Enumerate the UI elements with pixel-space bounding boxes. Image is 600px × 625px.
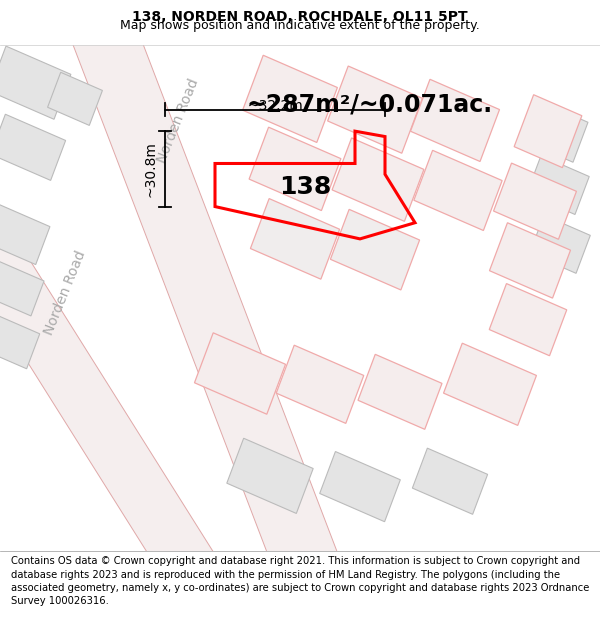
Text: 138, NORDEN ROAD, ROCHDALE, OL11 5PT: 138, NORDEN ROAD, ROCHDALE, OL11 5PT: [132, 10, 468, 24]
Polygon shape: [0, 46, 71, 119]
Polygon shape: [489, 284, 567, 356]
Polygon shape: [320, 451, 400, 522]
Polygon shape: [331, 209, 419, 290]
Text: Norden Road: Norden Road: [155, 76, 202, 164]
Polygon shape: [194, 333, 286, 414]
Text: ~32.2m: ~32.2m: [247, 99, 303, 113]
Polygon shape: [250, 199, 340, 279]
Polygon shape: [410, 79, 500, 161]
Polygon shape: [70, 10, 340, 586]
Polygon shape: [0, 314, 40, 369]
Text: Norden Road: Norden Road: [41, 249, 88, 337]
Text: ~287m²/~0.071ac.: ~287m²/~0.071ac.: [247, 92, 493, 116]
Text: Map shows position and indicative extent of the property.: Map shows position and indicative extent…: [120, 19, 480, 32]
Polygon shape: [530, 215, 590, 273]
Polygon shape: [276, 345, 364, 423]
Polygon shape: [47, 72, 103, 126]
Polygon shape: [227, 438, 313, 514]
Polygon shape: [328, 66, 422, 153]
Polygon shape: [0, 114, 65, 181]
Polygon shape: [0, 259, 44, 316]
Polygon shape: [0, 233, 223, 600]
Text: ~30.8m: ~30.8m: [143, 141, 157, 197]
Polygon shape: [332, 138, 424, 221]
Text: 138: 138: [279, 175, 331, 199]
Polygon shape: [414, 151, 502, 231]
Polygon shape: [443, 343, 536, 426]
Text: Contains OS data © Crown copyright and database right 2021. This information is : Contains OS data © Crown copyright and d…: [11, 556, 589, 606]
Polygon shape: [0, 202, 50, 264]
Polygon shape: [490, 222, 571, 298]
Polygon shape: [494, 163, 577, 239]
Polygon shape: [412, 448, 488, 514]
Polygon shape: [522, 100, 588, 162]
Polygon shape: [527, 156, 589, 214]
Polygon shape: [242, 55, 337, 142]
Polygon shape: [249, 127, 341, 211]
Polygon shape: [514, 95, 582, 168]
Polygon shape: [358, 354, 442, 429]
